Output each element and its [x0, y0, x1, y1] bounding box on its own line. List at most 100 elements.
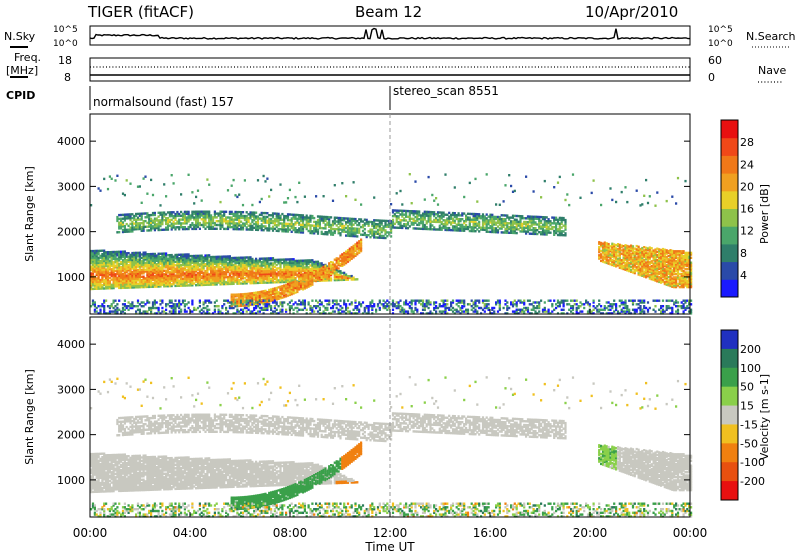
power-echo-cell — [106, 282, 110, 285]
power-echo-cell — [495, 231, 498, 234]
power-echo-cell — [172, 283, 175, 286]
power-echo-cell — [258, 273, 261, 276]
power-echo-cell — [230, 258, 233, 261]
power-echo-cell — [290, 275, 293, 278]
power-echo-cell — [399, 308, 402, 311]
power-echo-cell — [249, 292, 252, 295]
power-echo-cell — [453, 213, 456, 217]
power-echo-cell — [133, 262, 136, 265]
power-echo-cell — [418, 299, 421, 302]
power-echo-cell — [185, 218, 188, 221]
power-echo-cell — [204, 210, 207, 213]
power-echo-cell — [260, 306, 263, 310]
power-echo-cell — [330, 223, 333, 227]
power-echo-cell — [294, 283, 297, 286]
power-echo-cell — [243, 263, 246, 266]
power-echo-cell — [153, 213, 156, 217]
power-echo-cell — [266, 229, 269, 232]
power-echo-cell — [157, 275, 160, 278]
power-echo-cell — [202, 276, 205, 280]
power-echo-cell — [262, 269, 265, 272]
power-echo-cell — [303, 287, 306, 290]
power-echo-cell — [481, 228, 485, 231]
power-echo-cell — [198, 280, 201, 283]
power-echo-cell — [318, 276, 321, 279]
power-echo-cell — [135, 282, 138, 286]
power-echo-cell — [236, 293, 239, 296]
power-echo-cell — [444, 173, 447, 176]
power-echo-cell — [166, 281, 170, 284]
power-echo-cell — [125, 228, 128, 231]
power-echo-cell — [180, 279, 183, 282]
power-echo-cell — [296, 259, 299, 263]
power-echo-cell — [127, 230, 130, 233]
power-echo-cell — [286, 224, 290, 227]
power-echo-cell — [91, 303, 95, 306]
power-echo-cell — [157, 269, 160, 273]
power-echo-cell — [95, 268, 98, 271]
power-echo-cell — [136, 260, 140, 263]
power-echo-cell — [461, 306, 464, 310]
power-echo-cell — [275, 212, 278, 215]
power-echo-cell — [275, 218, 278, 221]
power-echo-cell — [176, 220, 179, 223]
power-echo-cell — [410, 301, 413, 304]
power-echo-cell — [255, 298, 258, 301]
power-echo-cell — [268, 265, 271, 269]
power-echo-cell — [238, 275, 241, 278]
power-echo-cell — [324, 277, 327, 280]
power-echo-cell — [243, 261, 246, 264]
power-echo-cell — [322, 272, 325, 275]
power-echo-cell — [206, 212, 209, 215]
power-echo-cell — [193, 218, 196, 221]
power-echo-cell — [493, 217, 496, 220]
power-echo-cell — [292, 289, 295, 292]
power-echo-cell — [262, 264, 265, 267]
power-echo-cell — [356, 305, 359, 308]
power-echo-cell — [330, 233, 333, 236]
power-echo-cell — [247, 224, 250, 227]
power-echo-cell — [223, 210, 226, 213]
power-echo-cell — [210, 220, 213, 223]
power-echo-cell — [146, 270, 149, 273]
power-echo-cell — [346, 225, 350, 228]
power-echo-cell — [466, 312, 470, 315]
power-echo-cell — [382, 303, 385, 306]
power-echo-cell — [405, 299, 408, 302]
power-echo-cell — [189, 272, 192, 275]
power-echo-cell — [136, 286, 140, 289]
power-echo-cell — [354, 233, 357, 236]
power-echo-cell — [118, 227, 121, 230]
power-echo-cell — [241, 216, 245, 220]
power-echo-cell — [133, 228, 136, 231]
power-echo-cell — [238, 222, 241, 225]
power-echo-cell — [343, 224, 346, 228]
power-echo-cell — [343, 217, 346, 220]
power-echo-cell — [391, 226, 395, 229]
power-echo-cell — [129, 226, 132, 229]
power-echo-cell — [180, 269, 183, 272]
power-echo-cell — [120, 278, 123, 281]
power-echo-cell — [481, 301, 485, 304]
power-echo-cell — [161, 266, 164, 269]
power-echo-cell — [245, 222, 248, 225]
power-echo-cell — [151, 303, 155, 306]
power-echo-cell — [148, 229, 151, 232]
power-echo-cell — [215, 212, 218, 215]
power-echo-cell — [191, 299, 194, 302]
power-echo-cell — [123, 264, 126, 267]
power-echo-cell — [328, 229, 331, 232]
power-echo-cell — [279, 267, 282, 270]
power-echo-cell — [433, 218, 436, 222]
power-echo-cell — [352, 217, 355, 221]
power-echo-cell — [108, 276, 111, 280]
power-echo-cell — [412, 210, 415, 213]
power-echo-cell — [91, 249, 95, 253]
power-echo-cell — [91, 267, 95, 270]
power-echo-cell — [260, 279, 263, 283]
power-echo-cell — [118, 225, 121, 228]
power-echo-cell — [331, 220, 335, 223]
power-echo-cell — [151, 285, 155, 288]
power-echo-cell — [121, 250, 125, 253]
power-echo-cell — [241, 259, 245, 263]
